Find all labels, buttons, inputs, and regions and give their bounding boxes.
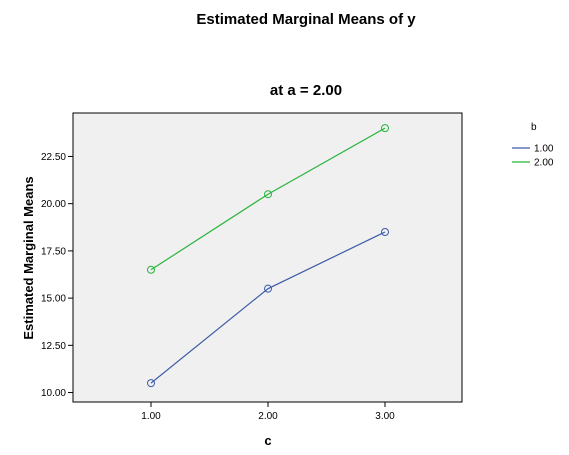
legend-item-label: 1.00 — [534, 144, 554, 155]
x-tick-label: 1.00 — [141, 411, 161, 422]
y-tick-label: 17.50 — [41, 246, 66, 257]
series-line-b-1.00 — [150, 231, 386, 384]
legend-title: b — [531, 122, 537, 133]
data-point — [381, 124, 389, 133]
x-axis: 1.00 2.00 3.00 — [141, 402, 395, 422]
y-axis: 10.00 12.50 15.00 17.50 20.00 22.50 — [41, 152, 73, 399]
plot-area — [72, 112, 463, 403]
y-tick-label: 20.00 — [41, 199, 66, 210]
x-tick-label: 3.00 — [375, 411, 395, 422]
y-tick-label: 22.50 — [41, 152, 66, 163]
x-tick-label: 2.00 — [258, 411, 278, 422]
chart-title: Estimated Marginal Means of y — [196, 11, 416, 28]
y-axis-title: Estimated Marginal Means — [21, 176, 36, 339]
legend: b 1.00 2.00 — [512, 122, 554, 169]
series-line-b-2.00 — [150, 127, 386, 271]
y-tick-label: 10.00 — [41, 388, 66, 399]
data-point — [264, 190, 272, 199]
y-tick-label: 12.50 — [41, 341, 66, 352]
y-tick-label: 15.00 — [41, 294, 66, 305]
series-layer — [147, 124, 389, 388]
x-axis-title: c — [264, 433, 271, 448]
legend-item-label: 2.00 — [534, 158, 554, 169]
chart-subtitle: at a = 2.00 — [270, 82, 342, 99]
data-point — [264, 284, 272, 293]
data-point — [381, 228, 389, 236]
data-point — [147, 265, 155, 274]
data-point — [147, 379, 155, 388]
